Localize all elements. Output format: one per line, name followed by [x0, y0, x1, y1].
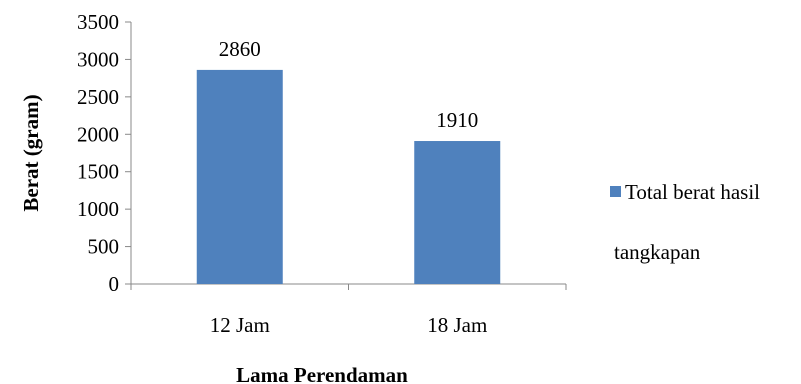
legend-label-line1: Total berat hasil: [625, 180, 760, 204]
y-tick-label: 1500: [77, 160, 119, 184]
bar: [414, 141, 501, 284]
legend: Total berat hasil tangkapan: [610, 180, 760, 264]
y-axis-title: Berat (gram): [19, 94, 43, 211]
y-tick-label: 3500: [77, 10, 119, 34]
data-labels-group: 2860 1910: [219, 37, 479, 132]
bar: [196, 69, 283, 284]
y-tick-label: 2000: [77, 122, 119, 146]
x-axis-ticks: 12 Jam 18 Jam: [130, 284, 567, 337]
bar-data-label: 2860: [219, 37, 261, 61]
bar-data-label: 1910: [436, 108, 478, 132]
y-tick-label: 2500: [77, 85, 119, 109]
legend-label-line2: tangkapan: [614, 240, 701, 264]
bars-group: [196, 69, 501, 284]
y-axis-ticks: 0 500 1000 1500 2000 2500 3000 3500: [77, 10, 131, 296]
y-tick-label: 1000: [77, 197, 119, 221]
y-tick-label: 500: [88, 235, 120, 259]
x-axis-title: Lama Perendaman: [236, 363, 408, 384]
x-tick-label: 18 Jam: [427, 313, 487, 337]
x-tick-label: 12 Jam: [210, 313, 270, 337]
legend-swatch: [610, 186, 621, 197]
y-tick-label: 3000: [77, 47, 119, 71]
y-tick-label: 0: [109, 272, 120, 296]
